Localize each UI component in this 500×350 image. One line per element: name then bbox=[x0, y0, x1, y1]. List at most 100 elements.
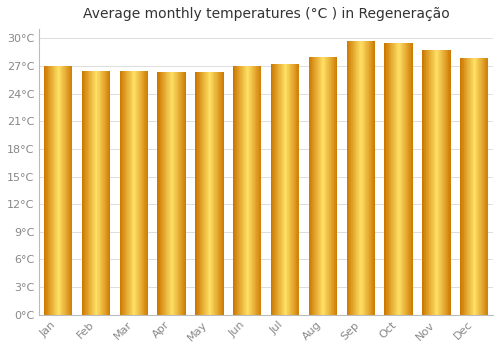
Bar bbox=[358, 41, 360, 315]
Bar bbox=[487, 58, 488, 315]
Bar bbox=[142, 71, 143, 315]
Bar bbox=[466, 58, 467, 315]
Bar bbox=[52, 66, 53, 315]
Bar bbox=[62, 66, 63, 315]
Bar bbox=[432, 50, 433, 315]
Bar bbox=[385, 43, 386, 315]
Bar bbox=[286, 64, 287, 315]
Bar bbox=[467, 58, 468, 315]
Bar bbox=[275, 64, 276, 315]
Bar bbox=[433, 50, 434, 315]
Bar bbox=[324, 57, 325, 315]
Bar bbox=[213, 72, 214, 315]
Bar bbox=[317, 57, 318, 315]
Bar bbox=[298, 64, 300, 315]
Bar bbox=[434, 50, 435, 315]
Bar bbox=[372, 41, 373, 315]
Bar bbox=[326, 57, 327, 315]
Bar bbox=[144, 71, 145, 315]
Bar bbox=[121, 71, 122, 315]
Bar bbox=[438, 50, 439, 315]
Bar bbox=[310, 57, 311, 315]
Bar bbox=[282, 64, 283, 315]
Bar bbox=[402, 43, 403, 315]
Bar bbox=[82, 71, 84, 315]
Bar bbox=[236, 66, 238, 315]
Bar bbox=[447, 50, 448, 315]
Bar bbox=[393, 43, 394, 315]
Bar bbox=[410, 43, 412, 315]
Bar bbox=[308, 57, 310, 315]
Bar bbox=[120, 71, 121, 315]
Bar bbox=[141, 71, 142, 315]
Bar bbox=[396, 43, 397, 315]
Bar bbox=[240, 66, 241, 315]
Bar bbox=[96, 71, 98, 315]
Bar bbox=[367, 41, 368, 315]
Bar bbox=[388, 43, 390, 315]
Bar bbox=[172, 72, 173, 315]
Bar bbox=[140, 71, 141, 315]
Bar bbox=[423, 50, 424, 315]
Bar bbox=[297, 64, 298, 315]
Bar bbox=[462, 58, 463, 315]
Bar bbox=[93, 71, 94, 315]
Bar bbox=[285, 64, 286, 315]
Bar bbox=[472, 58, 474, 315]
Bar bbox=[166, 72, 168, 315]
Bar bbox=[218, 72, 220, 315]
Bar bbox=[57, 66, 58, 315]
Bar bbox=[327, 57, 328, 315]
Bar bbox=[406, 43, 407, 315]
Bar bbox=[424, 50, 425, 315]
Bar bbox=[296, 64, 297, 315]
Bar bbox=[205, 72, 206, 315]
Bar bbox=[182, 72, 183, 315]
Bar bbox=[71, 66, 72, 315]
Bar bbox=[46, 66, 47, 315]
Bar bbox=[460, 58, 462, 315]
Bar bbox=[353, 41, 354, 315]
Bar bbox=[315, 57, 316, 315]
Bar bbox=[442, 50, 444, 315]
Bar bbox=[484, 58, 485, 315]
Bar bbox=[250, 66, 251, 315]
Bar bbox=[425, 50, 426, 315]
Bar bbox=[204, 72, 205, 315]
Bar bbox=[178, 72, 180, 315]
Bar bbox=[139, 71, 140, 315]
Bar bbox=[145, 71, 146, 315]
Bar bbox=[390, 43, 392, 315]
Bar bbox=[105, 71, 106, 315]
Bar bbox=[69, 66, 70, 315]
Bar bbox=[163, 72, 164, 315]
Bar bbox=[211, 72, 212, 315]
Bar bbox=[292, 64, 293, 315]
Bar bbox=[143, 71, 144, 315]
Bar bbox=[51, 66, 52, 315]
Bar bbox=[98, 71, 99, 315]
Bar bbox=[160, 72, 161, 315]
Bar bbox=[475, 58, 476, 315]
Bar bbox=[374, 41, 375, 315]
Bar bbox=[271, 64, 272, 315]
Bar bbox=[245, 66, 246, 315]
Bar bbox=[248, 66, 250, 315]
Bar bbox=[405, 43, 406, 315]
Bar bbox=[92, 71, 93, 315]
Bar bbox=[394, 43, 395, 315]
Bar bbox=[209, 72, 210, 315]
Bar bbox=[44, 66, 46, 315]
Bar bbox=[200, 72, 201, 315]
Bar bbox=[328, 57, 330, 315]
Bar bbox=[355, 41, 356, 315]
Bar bbox=[199, 72, 200, 315]
Bar bbox=[50, 66, 51, 315]
Bar bbox=[486, 58, 487, 315]
Bar bbox=[223, 72, 224, 315]
Bar bbox=[354, 41, 355, 315]
Bar bbox=[161, 72, 162, 315]
Bar bbox=[183, 72, 184, 315]
Bar bbox=[242, 66, 243, 315]
Bar bbox=[332, 57, 333, 315]
